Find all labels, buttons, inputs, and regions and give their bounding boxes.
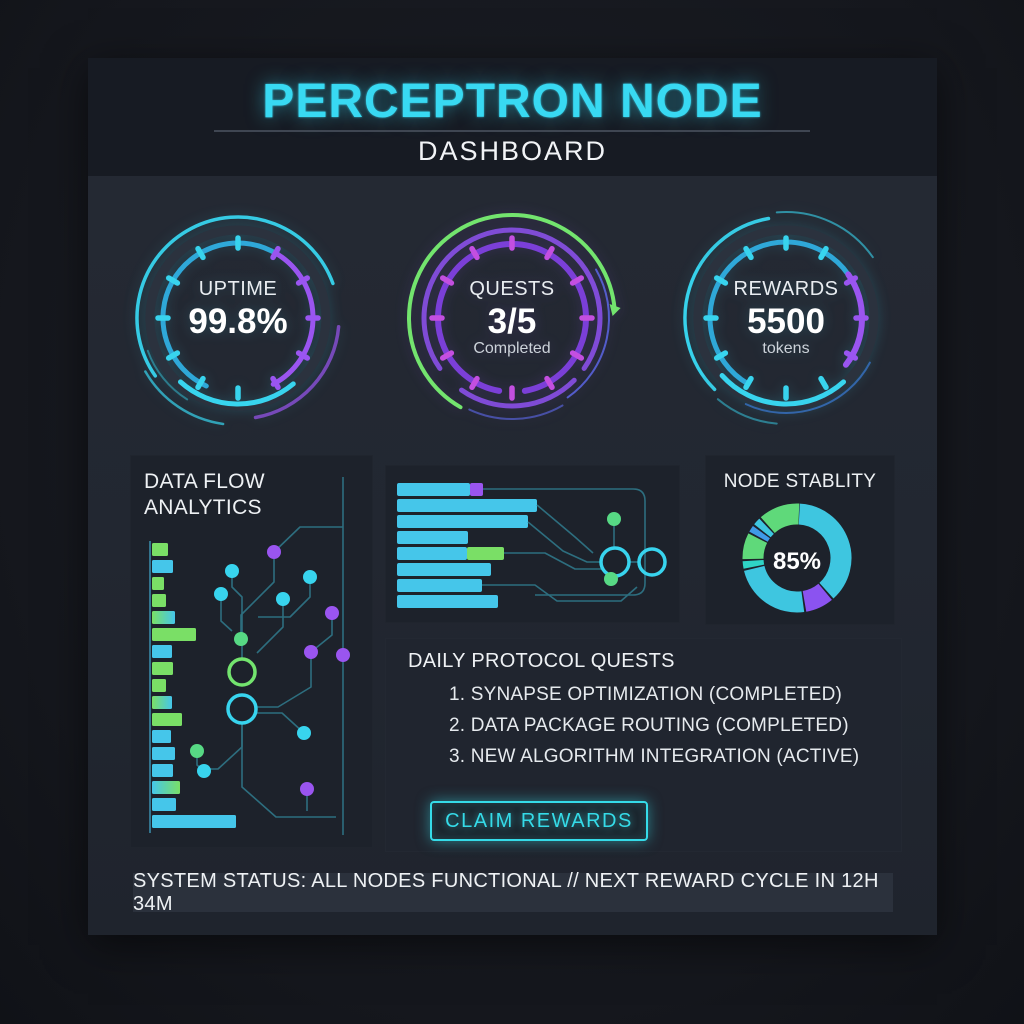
data-flow-title-line2: ANALYTICS [144,496,262,519]
rewards-value: 5500 [747,302,825,341]
rewards-gauge: REWARDS 5500 tokens [676,208,896,428]
quests-label: QUESTS [469,278,555,300]
flow-bars-chart [397,483,667,608]
data-flow-chart [149,477,350,835]
page-subtitle: DASHBOARD [417,136,608,166]
uptime-gauge: UPTIME 99.8% [128,208,348,428]
uptime-gauge-rings-icon [135,215,341,426]
node-stability-value: 85% [772,548,822,575]
claim-rewards-button[interactable]: CLAIM REWARDS [430,801,648,841]
quest-item-3: 3. NEW ALGORITHM INTEGRATION (ACTIVE) [449,746,860,767]
quests-gauge-rings-icon [407,213,621,420]
quests-subtitle: Completed [473,340,551,357]
header: PERCEPTRON NODE DASHBOARD [88,58,937,176]
flow-bars-panel [385,465,680,623]
data-flow-panel: DATA FLOW ANALYTICS [130,455,373,848]
header-divider [214,130,810,132]
quests-value: 3/5 [487,302,537,341]
rewards-label: REWARDS [733,278,839,300]
quest-item-2: 2. DATA PACKAGE ROUTING (COMPLETED) [449,715,849,736]
data-flow-title-line1: DATA FLOW [144,470,265,493]
node-stability-panel: NODE STABLITY 85% [705,455,895,625]
node-stability-donut [742,503,852,613]
dashboard-card: PERCEPTRON NODE DASHBOARD UPTIME 99.8% Q… [88,58,937,935]
status-text: SYSTEM STATUS: ALL NODES FUNCTIONAL // N… [133,869,879,915]
data-flow-title: DATA FLOW ANALYTICS [144,469,265,521]
rewards-subtitle: tokens [762,340,810,357]
status-bar: SYSTEM STATUS: ALL NODES FUNCTIONAL // N… [133,870,893,915]
node-stability-title: NODE STABLITY [723,471,877,492]
uptime-value: 99.8% [188,302,288,341]
daily-quests-title: DAILY PROTOCOL QUESTS [408,650,675,672]
page-title: PERCEPTRON NODE [262,75,763,128]
quest-item-1: 1. SYNAPSE OPTIMIZATION (COMPLETED) [449,684,843,705]
uptime-label: UPTIME [198,278,278,300]
quests-gauge: QUESTS 3/5 Completed [402,208,622,428]
rewards-gauge-rings-icon [683,210,879,425]
